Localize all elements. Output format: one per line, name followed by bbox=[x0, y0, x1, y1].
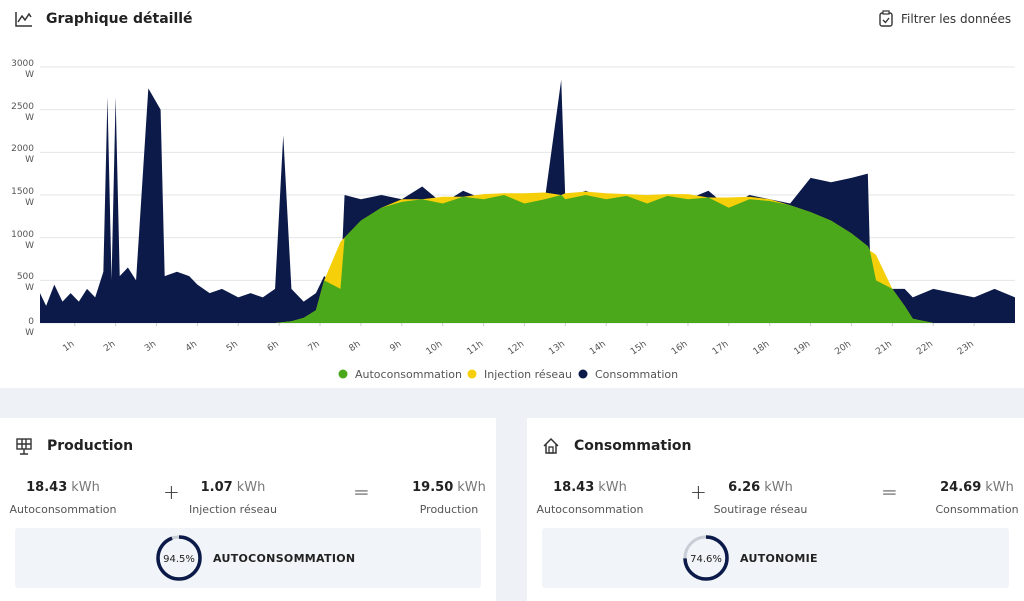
panel-icon bbox=[16, 438, 32, 455]
x-tick-label: 1h bbox=[61, 339, 76, 354]
chart-icon bbox=[15, 12, 32, 27]
chart: 1h 2h 3h 4h 5h 6h 7h 8h 9h 10h 11h 12h 13h 14h 15h 16h 1… bbox=[40, 66, 1015, 381]
kpi-label: Soutirage réseau bbox=[713, 503, 808, 516]
kpi-value: 18.43 bbox=[553, 480, 595, 495]
kpi: 1.07 kWh Injection réseau bbox=[163, 476, 303, 516]
legend-dot bbox=[467, 369, 477, 379]
gauge-label: 74.6% bbox=[690, 554, 722, 565]
kpi-row: 6.26 kWh bbox=[691, 476, 831, 495]
x-tick-label: 12h bbox=[506, 339, 526, 357]
filter-icon[interactable] bbox=[878, 10, 894, 28]
x-tick-label: 9h bbox=[388, 339, 403, 354]
gauge-label: 94.5% bbox=[163, 554, 195, 565]
kpi-unit: kWh bbox=[457, 480, 486, 495]
x-tick-label: 5h bbox=[225, 339, 240, 354]
legend-label: Injection réseau bbox=[484, 368, 572, 381]
x-tick-label: 22h bbox=[915, 339, 935, 357]
kpi-value: 19.50 bbox=[412, 480, 454, 495]
chart-card: Graphique détaillé Filtrer les données 1… bbox=[0, 0, 1024, 388]
panel-icon bbox=[543, 437, 559, 454]
y-tick-label: 0 W bbox=[25, 317, 34, 338]
kpi: 6.26 kWh Soutirage réseau bbox=[691, 476, 831, 516]
x-tick-label: 7h bbox=[307, 339, 322, 354]
kpi-value: 24.69 bbox=[940, 480, 982, 495]
kpi-unit: kWh bbox=[71, 480, 100, 495]
x-tick-label: 8h bbox=[348, 339, 363, 354]
gauge-box: 94.5% AUTOCONSOMMATION bbox=[15, 528, 481, 588]
area bbox=[40, 195, 1015, 323]
y-tick-label: 1500 W bbox=[11, 187, 34, 208]
y-tick-label: 2500 W bbox=[11, 101, 34, 123]
y-tick-label: 3000 W bbox=[11, 59, 34, 80]
kpi-row: 18.43 kWh bbox=[0, 476, 133, 495]
kpi: 19.50 kWh Production bbox=[379, 476, 519, 516]
filter-button[interactable]: Filtrer les données bbox=[901, 12, 1012, 26]
gauge: 74.6% bbox=[683, 535, 729, 581]
x-tick-label: 17h bbox=[711, 339, 731, 357]
operator: + bbox=[690, 480, 707, 504]
panel-title: Production bbox=[47, 438, 134, 454]
x-tick-label: 18h bbox=[752, 339, 772, 357]
x-tick-label: 15h bbox=[629, 339, 649, 357]
consumption-panel: Consommation 18.43 kWh Autoconsommation 6.26… bbox=[527, 418, 1024, 601]
kpi-unit: kWh bbox=[985, 480, 1014, 495]
kpi-unit: kWh bbox=[764, 480, 793, 495]
kpi-value: 1.07 bbox=[200, 480, 233, 495]
y-tick-label: 1000 W bbox=[11, 229, 34, 251]
chart-title: Graphique détaillé bbox=[46, 11, 193, 27]
kpi-value: 18.43 bbox=[26, 480, 68, 495]
panel-title: Consommation bbox=[574, 438, 692, 454]
gauge-box: 74.6% AUTONOMIE bbox=[542, 528, 1009, 588]
x-tick-label: 3h bbox=[143, 339, 158, 354]
kpi-label: Injection réseau bbox=[189, 503, 277, 516]
x-tick-label: 14h bbox=[588, 339, 608, 357]
x-tick-label: 16h bbox=[670, 339, 690, 357]
x-tick-label: 2h bbox=[102, 339, 117, 354]
operator: = bbox=[881, 480, 898, 504]
kpi: 24.69 kWh Consommation bbox=[907, 476, 1024, 516]
legend-dot bbox=[578, 369, 588, 379]
x-tick-label: 4h bbox=[184, 339, 199, 354]
kpi-row: 24.69 kWh bbox=[907, 476, 1024, 495]
legend-label: Consommation bbox=[595, 368, 678, 381]
gauge-title: AUTONOMIE bbox=[740, 552, 818, 565]
y-tick-label: 500 W bbox=[16, 272, 34, 294]
kpi-label: Production bbox=[419, 503, 479, 516]
x-tick-label: 13h bbox=[547, 339, 567, 357]
legend-dot bbox=[338, 369, 348, 379]
x-tick-label: 23h bbox=[956, 339, 976, 357]
x-tick-label: 19h bbox=[793, 339, 813, 357]
x-tick-label: 20h bbox=[833, 339, 853, 357]
kpi-label: Autoconsommation bbox=[536, 503, 644, 516]
kpi-value: 6.26 bbox=[728, 480, 761, 495]
kpi-row: 1.07 kWh bbox=[163, 476, 303, 495]
gauge: 94.5% bbox=[156, 535, 202, 581]
x-tick-label: 11h bbox=[465, 339, 485, 357]
x-tick-label: 6h bbox=[266, 339, 281, 354]
kpi: 18.43 kWh Autoconsommation bbox=[0, 476, 133, 516]
operator: + bbox=[163, 480, 180, 504]
gauge-arc bbox=[683, 535, 729, 581]
kpi-label: Consommation bbox=[935, 503, 1019, 516]
kpi-row: 19.50 kWh bbox=[379, 476, 519, 495]
x-tick-label: 10h bbox=[425, 339, 445, 357]
legend-label: Autoconsommation bbox=[355, 368, 462, 381]
kpi-unit: kWh bbox=[236, 480, 266, 495]
operator: = bbox=[353, 480, 370, 504]
kpi-unit: kWh bbox=[598, 480, 627, 495]
gauge-title: AUTOCONSOMMATION bbox=[213, 552, 356, 565]
y-tick-label: 2000 W bbox=[11, 144, 34, 166]
kpi-row: 18.43 kWh bbox=[520, 476, 660, 495]
gauge-arc bbox=[156, 535, 202, 581]
x-tick-label: 21h bbox=[874, 339, 894, 357]
production-panel: Production 18.43 kWh Autoconsommation 1.07 kW… bbox=[0, 418, 496, 601]
kpi: 18.43 kWh Autoconsommation bbox=[520, 476, 660, 516]
kpi-label: Autoconsommation bbox=[9, 503, 117, 516]
